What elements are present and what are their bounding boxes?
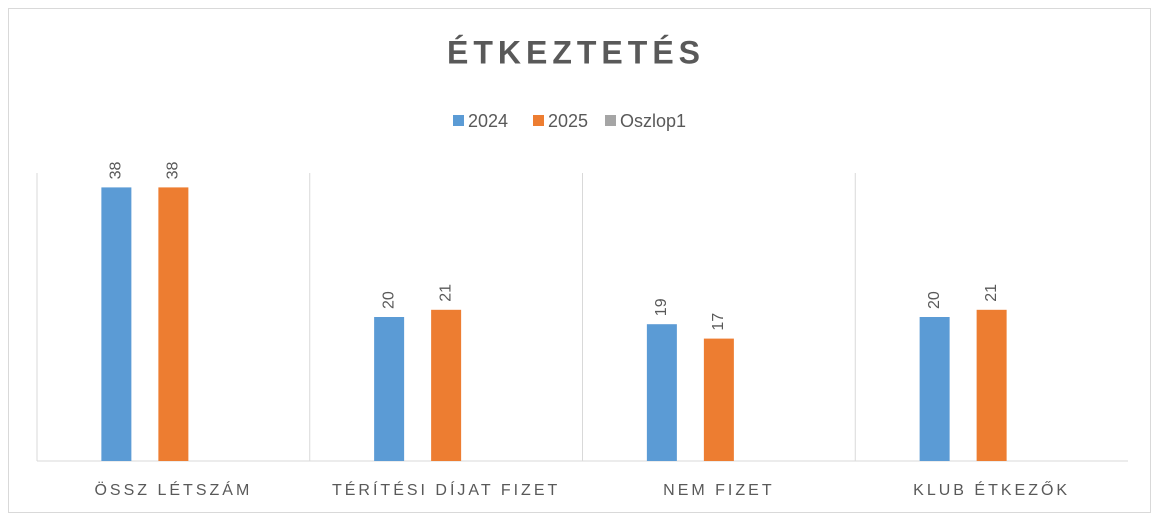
data-label: 20 bbox=[380, 291, 397, 309]
bar bbox=[919, 317, 950, 461]
bar bbox=[158, 187, 189, 461]
bar bbox=[976, 309, 1007, 461]
legend-swatch bbox=[533, 115, 544, 126]
legend-swatch bbox=[453, 115, 464, 126]
data-label: 38 bbox=[165, 162, 182, 180]
legend-label: 2024 bbox=[468, 111, 508, 131]
bar bbox=[703, 338, 734, 461]
legend-label: Oszlop1 bbox=[620, 111, 686, 131]
chart-border bbox=[8, 8, 1151, 513]
x-tick-label: NEM FIZET bbox=[663, 482, 774, 499]
x-tick-label: ÖSSZ LÉTSZÁM bbox=[94, 480, 252, 499]
bar bbox=[431, 309, 462, 461]
bar bbox=[646, 324, 677, 461]
legend-label: 2025 bbox=[548, 111, 588, 131]
data-label: 17 bbox=[710, 313, 727, 331]
data-label: 21 bbox=[983, 284, 1000, 302]
x-tick-label: KLUB ÉTKEZŐK bbox=[913, 480, 1070, 499]
data-label: 20 bbox=[926, 291, 943, 309]
bar bbox=[101, 187, 132, 461]
x-tick-label: TÉRÍTÉSI DÍJAT FIZET bbox=[332, 480, 560, 499]
data-label: 38 bbox=[108, 162, 125, 180]
legend-swatch bbox=[605, 115, 616, 126]
data-label: 21 bbox=[437, 284, 454, 302]
chart-title: ÉTKEZTETÉS bbox=[447, 34, 705, 70]
bar bbox=[374, 317, 405, 461]
data-label: 19 bbox=[653, 298, 670, 316]
